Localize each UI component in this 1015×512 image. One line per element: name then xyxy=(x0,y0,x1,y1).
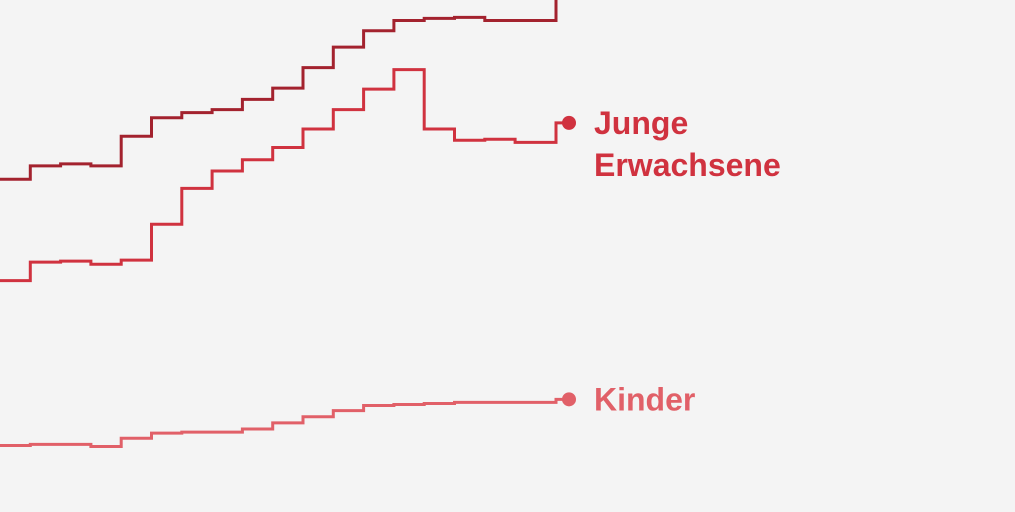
series-line-kinder xyxy=(0,397,569,448)
series-label-line: Junge xyxy=(594,105,688,141)
series-label-kinder: Kinder xyxy=(594,381,695,417)
series-end-marker-kinder xyxy=(562,392,576,407)
series-label-line: Erwachsene xyxy=(594,147,781,183)
series-end-marker-junge-erwachsene xyxy=(562,115,576,130)
series-label-erwachsene: Erwachsene xyxy=(594,0,781,2)
series-line-junge-erwachsene xyxy=(0,68,569,283)
series-label-junge-erwachsene: Junge Erwachsene xyxy=(594,105,781,183)
series-line-erwachsene xyxy=(0,0,558,181)
series-label-line: Erwachsene xyxy=(594,0,781,2)
series-label-line: Kinder xyxy=(594,381,695,417)
